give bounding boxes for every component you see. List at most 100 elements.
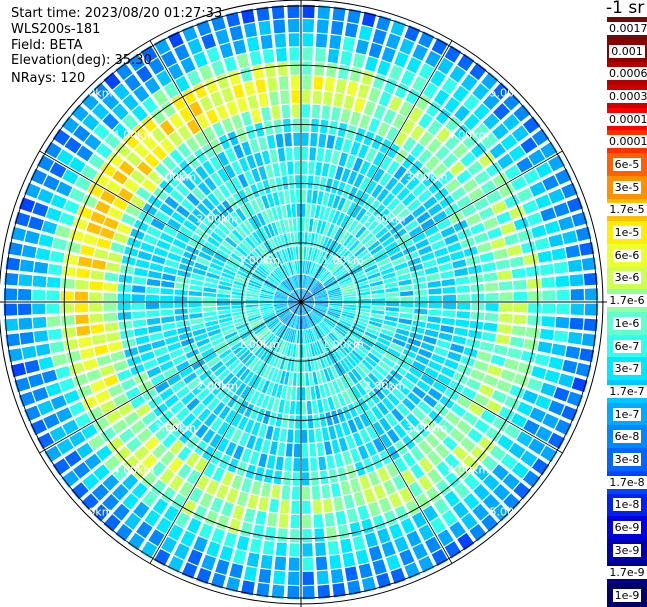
range-gate-cell	[279, 356, 286, 370]
range-gate-cell	[206, 541, 221, 558]
range-gate-cell	[504, 358, 520, 371]
range-gate-cell	[371, 134, 384, 150]
range-gate-cell	[194, 148, 208, 164]
range-gate-cell	[255, 229, 266, 243]
range-gate-cell	[177, 463, 192, 479]
range-gate-cell	[89, 313, 104, 323]
range-gate-cell	[442, 286, 456, 294]
range-gate-cell	[569, 274, 584, 287]
range-gate-cell	[534, 353, 550, 367]
range-gate-cell	[204, 78, 219, 94]
range-gate-cell	[163, 505, 179, 522]
range-gate-cell	[264, 259, 274, 271]
range-gate-cell	[247, 313, 261, 319]
range-gate-cell	[338, 321, 351, 330]
range-gate-cell	[280, 311, 291, 322]
range-gate-cell	[263, 283, 276, 291]
range-gate-cell	[183, 343, 197, 353]
range-gate-cell	[113, 360, 129, 372]
range-gate-cell	[346, 125, 357, 140]
range-gate-cell	[449, 380, 464, 393]
range-gate-cell	[392, 474, 406, 491]
range-gate-cell	[342, 184, 352, 198]
range-gate-cell	[394, 536, 409, 553]
range-gate-cell	[199, 96, 214, 112]
range-gate-cell	[350, 141, 361, 156]
range-gate-cell	[228, 359, 241, 372]
range-gate-cell	[152, 89, 169, 106]
range-gate-cell	[489, 143, 506, 159]
range-gate-cell	[312, 400, 318, 414]
range-gate-cell	[396, 208, 410, 221]
range-ring-label: 2.00km	[197, 380, 239, 393]
range-gate-cell	[235, 322, 249, 330]
range-gate-cell	[177, 326, 191, 334]
range-gate-cell	[454, 124, 470, 141]
range-gate-cell	[315, 302, 329, 305]
range-gate-cell	[37, 188, 54, 204]
range-gate-cell	[240, 330, 254, 340]
range-gate-cell	[245, 299, 259, 302]
range-gate-cell	[386, 554, 401, 571]
range-gate-cell	[269, 178, 277, 192]
range-gate-cell	[384, 241, 399, 252]
range-gate-cell	[43, 175, 60, 191]
range-gate-cell	[182, 413, 196, 428]
range-gate-cell	[62, 265, 77, 277]
range-gate-cell	[212, 467, 225, 483]
range-gate-cell	[271, 222, 279, 236]
range-gate-cell	[256, 408, 266, 423]
range-gate-cell	[377, 382, 390, 396]
range-gate-cell	[426, 322, 440, 331]
range-gate-cell	[102, 92, 120, 110]
range-gate-cell	[254, 122, 265, 137]
range-gate-cell	[143, 234, 158, 246]
range-gate-cell	[87, 406, 104, 421]
colorbar-tick-text: 1.7e-5	[607, 203, 647, 217]
range-gate-cell	[306, 386, 311, 401]
range-gate-cell	[3, 288, 18, 301]
range-gate-cell	[273, 470, 283, 485]
range-gate-cell	[207, 236, 221, 248]
range-gate-cell	[392, 203, 406, 216]
range-gate-cell	[317, 5, 331, 20]
range-gate-cell	[281, 414, 289, 428]
range-gate-cell	[355, 39, 369, 55]
range-gate-cell	[534, 237, 550, 251]
range-gate-cell	[259, 303, 273, 307]
range-gate-cell	[420, 373, 435, 386]
range-gate-cell	[363, 196, 375, 210]
range-gate-cell	[112, 419, 128, 434]
range-gate-cell	[324, 336, 334, 349]
range-gate-cell	[277, 62, 288, 76]
range-gate-cell	[218, 280, 233, 287]
range-gate-cell	[267, 223, 276, 237]
range-gate-cell	[460, 237, 476, 249]
range-gate-cell	[308, 314, 316, 326]
range-gate-cell	[293, 443, 301, 458]
range-gate-cell	[232, 505, 245, 521]
range-gate-cell	[332, 329, 344, 339]
range-gate-cell	[193, 536, 208, 553]
range-gate-cell	[261, 439, 271, 454]
range-gate-cell	[326, 526, 338, 541]
range-gate-cell	[433, 498, 450, 515]
range-gate-cell	[306, 277, 314, 290]
range-gate-cell	[175, 407, 190, 421]
range-gate-cell	[175, 183, 190, 197]
range-gate-cell	[122, 113, 139, 131]
range-gate-cell	[444, 358, 459, 370]
range-gate-cell	[350, 328, 363, 337]
range-gate-cell	[48, 328, 63, 341]
range-gate-cell	[137, 161, 153, 176]
colorbar-tick-text: 1.7e-9	[607, 566, 647, 580]
range-gate-cell	[291, 276, 297, 289]
range-gate-cell	[281, 205, 288, 219]
range-gate-cell	[177, 125, 192, 141]
range-gate-cell	[358, 341, 372, 351]
range-gate-cell	[396, 233, 411, 245]
range-gate-cell	[401, 119, 416, 135]
range-gate-cell	[363, 394, 375, 408]
range-gate-cell	[256, 267, 268, 277]
range-gate-cell	[306, 401, 313, 415]
